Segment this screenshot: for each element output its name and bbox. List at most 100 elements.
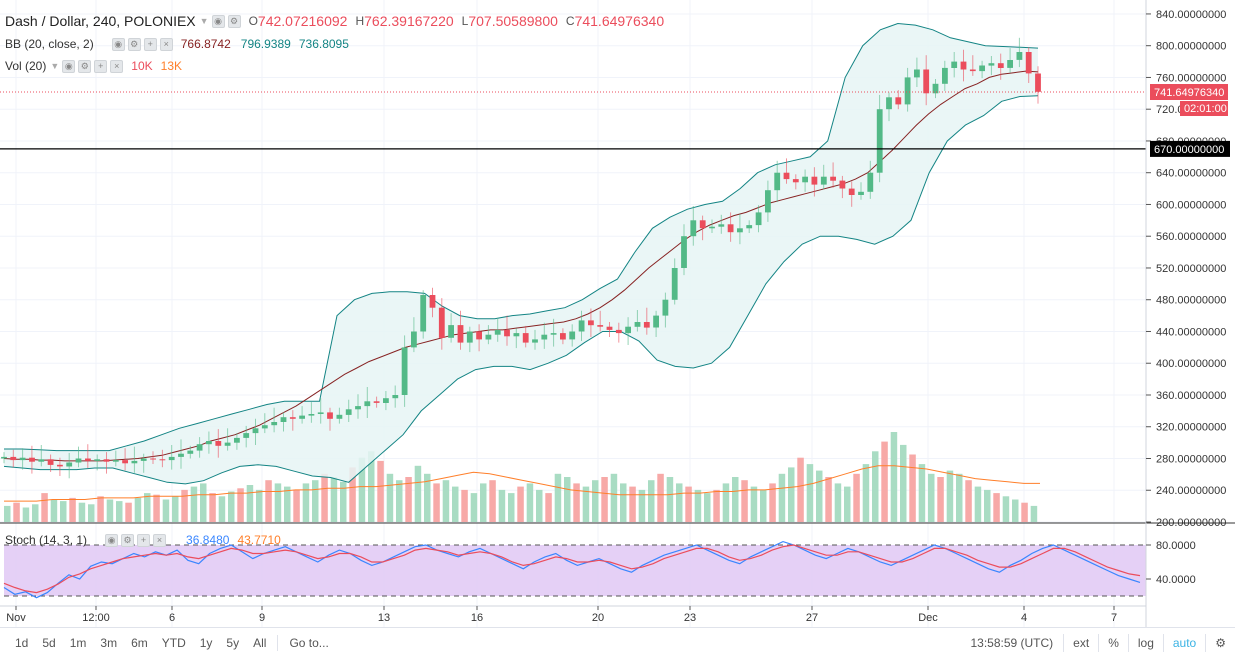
- stoch-d-value: 43.7710: [237, 533, 281, 547]
- right-tools: 13:58:59 (UTC) ext % log auto ⚙: [960, 628, 1235, 657]
- timeframe-1y[interactable]: 1y: [199, 635, 213, 650]
- timeframe-1d[interactable]: 1d: [15, 635, 29, 650]
- volume-bar: [32, 504, 39, 522]
- countdown-label: 02:01:00: [1184, 103, 1227, 115]
- close-icon[interactable]: ×: [110, 59, 124, 73]
- candle: [1, 456, 7, 459]
- main-legend: Dash / Dollar, 240, POLONIEX ▼ ◉ ⚙ O 742…: [5, 13, 664, 29]
- eye-icon[interactable]: ◉: [211, 14, 225, 28]
- volume-bar: [741, 480, 748, 522]
- gear-icon[interactable]: ⚙: [78, 59, 92, 73]
- volume-bar: [153, 494, 160, 522]
- candle: [38, 459, 45, 462]
- candle: [886, 97, 892, 110]
- percent-toggle[interactable]: %: [1098, 633, 1128, 652]
- candle: [522, 333, 529, 343]
- close-icon[interactable]: ×: [153, 533, 167, 547]
- eye-icon[interactable]: ◉: [111, 37, 125, 51]
- volume-bar: [396, 480, 403, 522]
- volume-bar: [69, 497, 76, 522]
- volume-bar: [489, 480, 496, 522]
- candle: [122, 460, 128, 464]
- volume-bar: [638, 489, 646, 522]
- candle: [643, 322, 650, 328]
- last-price-badge: [1150, 84, 1228, 100]
- candle: [289, 417, 296, 419]
- candle: [876, 109, 883, 173]
- price-tick-label: 280.00000000: [1156, 454, 1226, 466]
- volume-bar: [480, 483, 487, 522]
- timeframe-5y[interactable]: 5y: [226, 635, 240, 650]
- candle: [299, 415, 305, 419]
- candle: [792, 179, 799, 183]
- volume-bar: [956, 473, 963, 522]
- add-icon[interactable]: +: [137, 533, 151, 547]
- volume-bar: [200, 483, 207, 522]
- candle: [1025, 52, 1032, 74]
- volume-bar: [937, 477, 944, 522]
- volume-bar: [526, 483, 534, 522]
- volume-bar: [853, 473, 860, 522]
- price-axis[interactable]: 840.00000000800.00000000760.00000000720.…: [1145, 0, 1230, 627]
- close-icon[interactable]: ×: [159, 37, 173, 51]
- candle: [802, 176, 808, 183]
- vol-label[interactable]: Vol (20): [5, 59, 47, 73]
- timeframe-3m[interactable]: 3m: [100, 635, 118, 650]
- log-toggle[interactable]: log: [1127, 633, 1163, 652]
- volume-bar: [256, 489, 263, 522]
- timeframe-ytd[interactable]: YTD: [161, 635, 186, 650]
- candle: [988, 63, 995, 66]
- candle: [47, 459, 54, 465]
- add-icon[interactable]: +: [94, 59, 108, 73]
- volume-bar: [778, 473, 786, 522]
- timeframe-6m[interactable]: 6m: [131, 635, 148, 650]
- volume-bar: [806, 464, 814, 522]
- gear-icon[interactable]: ⚙: [227, 14, 241, 28]
- price-tick-label: 520.00000000: [1156, 263, 1226, 275]
- volume-bar: [564, 477, 571, 522]
- candle: [280, 417, 287, 422]
- candle: [858, 191, 864, 195]
- bb-label[interactable]: BB (20, close, 2): [5, 37, 94, 51]
- vol-legend: Vol (20) ▼ ◉ ⚙ + × 10K 13K: [5, 59, 182, 73]
- bottom-toolbar: 1d 5d 1m 3m 6m YTD 1y 5y All Go to... 13…: [0, 627, 1235, 657]
- volume-bar: [610, 473, 618, 522]
- symbol-title[interactable]: Dash / Dollar, 240, POLONIEX: [5, 13, 196, 29]
- add-icon[interactable]: +: [143, 37, 157, 51]
- price-tick-label: 360.00000000: [1156, 390, 1226, 402]
- chevron-down-icon[interactable]: ▼: [50, 61, 60, 71]
- horizontal-line[interactable]: [0, 91, 1146, 150]
- chevron-down-icon[interactable]: ▼: [199, 16, 209, 26]
- candle: [112, 460, 119, 462]
- time-tick-label: 27: [806, 612, 818, 624]
- goto-button[interactable]: Go to...: [289, 635, 329, 650]
- candle: [355, 406, 361, 410]
- timeframe-5d[interactable]: 5d: [42, 635, 56, 650]
- vol-ma-value: 13K: [160, 59, 182, 73]
- eye-icon[interactable]: ◉: [62, 59, 76, 73]
- timeframe-all[interactable]: All: [253, 635, 267, 650]
- stoch-label[interactable]: Stoch (14, 3, 1): [5, 533, 88, 547]
- candle: [383, 398, 389, 403]
- auto-toggle[interactable]: auto: [1162, 633, 1205, 652]
- volume-bar: [284, 486, 291, 522]
- countdown-badge: [1180, 101, 1228, 116]
- volume-bar: [88, 504, 95, 522]
- candle: [979, 65, 985, 72]
- candle: [448, 325, 454, 338]
- settings-gear-icon[interactable]: ⚙: [1205, 633, 1235, 652]
- volume-bar: [648, 480, 655, 522]
- volume-bar: [676, 483, 683, 522]
- gear-icon[interactable]: ⚙: [127, 37, 141, 51]
- ext-toggle[interactable]: ext: [1063, 633, 1098, 652]
- candle: [737, 228, 743, 233]
- gear-icon[interactable]: ⚙: [121, 533, 135, 547]
- eye-icon[interactable]: ◉: [105, 533, 119, 547]
- time-axis[interactable]: Nov 12:00 6 9 13 16 20 23 27 Dec 4 7: [0, 605, 1146, 624]
- volume-bar: [1002, 496, 1010, 522]
- candle: [532, 339, 538, 343]
- volume-bar: [816, 470, 823, 522]
- timeframe-1m[interactable]: 1m: [69, 635, 87, 650]
- candle: [140, 458, 147, 461]
